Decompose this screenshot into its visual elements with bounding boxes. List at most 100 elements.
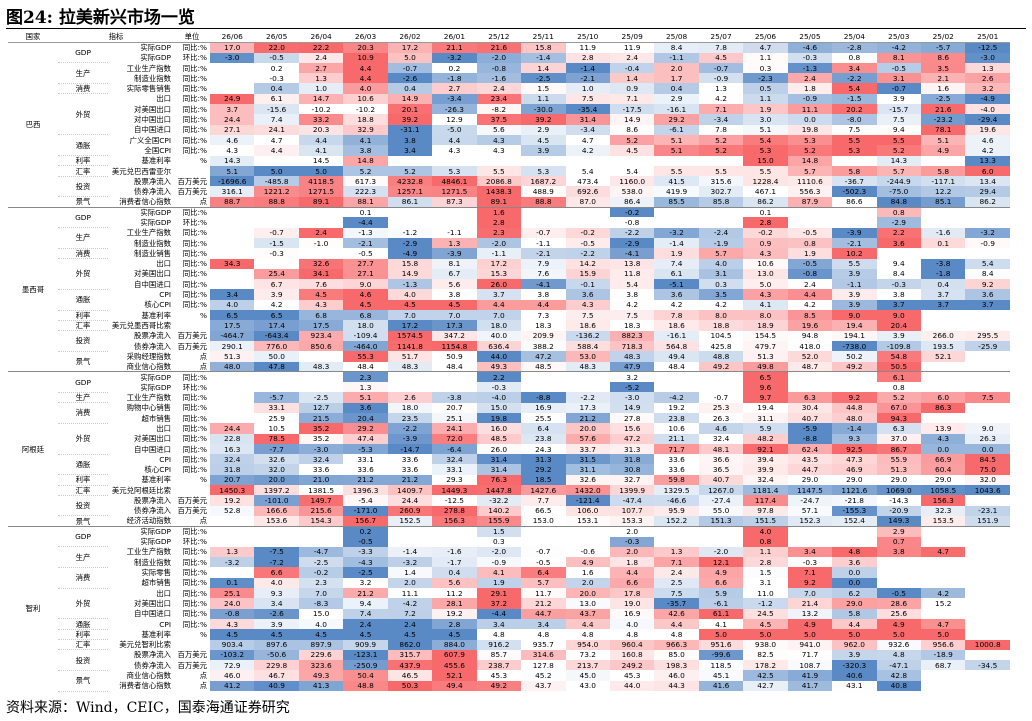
value-cell: 2.8 xyxy=(743,557,788,568)
value-cell: 33.6 xyxy=(387,464,433,475)
category-cell: 投资 xyxy=(58,176,108,198)
value-cell: 31.4 xyxy=(476,454,522,465)
value-cell: 16.9 xyxy=(609,608,655,619)
value-cell: -1.6 xyxy=(432,546,477,558)
value-cell: -35.4 xyxy=(565,104,610,115)
value-cell: 153.6 xyxy=(254,515,299,527)
value-cell: 46.0 xyxy=(210,670,255,681)
value-cell: 21.2 xyxy=(521,598,566,609)
value-cell: 15.8 xyxy=(521,41,566,53)
value-cell: 0.1 xyxy=(921,237,966,249)
value-cell: 49.3 xyxy=(476,361,522,372)
unit-cell: 同比:% xyxy=(182,465,208,475)
value-cell: 3.8 xyxy=(387,134,433,146)
value-cell: 15.8 xyxy=(387,258,433,269)
value-cell xyxy=(921,248,965,258)
value-cell: -2.9 xyxy=(609,237,655,249)
value-cell: -8.3 xyxy=(298,598,344,609)
table-row: 生产 工业生产指数 同比:% 1.3 -7.5 -4.7 -3.3 -1.4 -1.6 -2.0-… xyxy=(8,546,1010,568)
value-cell xyxy=(298,371,344,383)
value-cell: 4.7 xyxy=(254,134,299,146)
value-cell: 86.1 xyxy=(387,196,433,208)
value-cell xyxy=(965,382,1010,392)
category-cell: 生产 xyxy=(58,62,108,84)
value-cell: 33.7 xyxy=(565,443,610,455)
value-cell: 3.9 xyxy=(832,299,877,311)
value-cell: 52.1 xyxy=(921,351,966,362)
value-cell xyxy=(965,248,1010,258)
value-cell: -1.6 xyxy=(476,73,522,84)
value-cell: 40.0 xyxy=(476,330,522,341)
value-cell: 8.4 xyxy=(876,268,922,280)
value-cell: -5.3 xyxy=(343,443,388,455)
value-cell: 21.2 xyxy=(387,474,433,486)
value-cell: 347.2 xyxy=(432,330,477,341)
value-cell: 4.2 xyxy=(565,145,610,156)
value-cell xyxy=(654,371,699,383)
value-cell: 4118.5 xyxy=(298,176,344,187)
value-cell: 20.0 xyxy=(565,588,610,599)
table-row: 核心CPI 同比:% 31.8 32.0 33.6 33.6 33.6 33.1 31.4 29.… xyxy=(8,464,1010,475)
value-cell xyxy=(388,156,432,166)
value-cell: 4.6 xyxy=(698,423,744,434)
value-cell: 5.0 xyxy=(698,629,744,640)
table-row: 外贸 出口 同比:% 24.9 6.1 14.7 10.6 14.9 -3.4 23.4 1.1 7.… xyxy=(8,93,1010,136)
value-cell: 4.4 xyxy=(521,299,566,311)
value-cell: 5.1 xyxy=(654,134,699,146)
table-row: 景气 消费者信心指数点 88.7 88.8 89.1 88.1 86.1 87.3 89.1 88… xyxy=(8,196,1010,208)
unit-cell: 同比:% xyxy=(182,84,208,94)
value-cell: 48.5 xyxy=(476,433,522,444)
value-cell: 862.0 xyxy=(387,639,433,650)
value-cell: -0.5 xyxy=(343,248,388,259)
value-cell: -24.7 xyxy=(787,495,833,506)
unit-cell: 点 xyxy=(199,671,208,681)
value-cell: 3.4 xyxy=(387,145,433,156)
value-cell: 37.5 xyxy=(476,114,522,125)
value-cell: 76.3 xyxy=(476,474,522,486)
unit-cell: 点 xyxy=(199,361,208,371)
unit-cell: 百万美元 xyxy=(177,496,208,505)
indicator-cell: 全国CPI xyxy=(144,145,172,155)
indicator-cell: 自中国进口 xyxy=(134,125,172,135)
value-cell: 94.3 xyxy=(876,412,922,424)
value-cell: 6.0 xyxy=(965,165,1010,177)
value-cell: 941.0 xyxy=(787,639,833,650)
value-cell: 0.8 xyxy=(876,382,922,393)
value-cell: 2.0 xyxy=(654,62,699,74)
value-cell: 5.8 xyxy=(832,608,877,619)
value-cell: 33.6 xyxy=(654,464,699,475)
value-cell xyxy=(566,382,610,392)
value-cell: 48.8 xyxy=(343,680,388,691)
value-cell: -31.1 xyxy=(387,124,433,135)
value-cell: -2.6 xyxy=(387,73,433,84)
value-cell: 4.3 xyxy=(743,248,788,259)
value-cell: 166.6 xyxy=(254,505,299,516)
value-cell: 3.6 xyxy=(343,402,388,413)
value-cell: 1.9 xyxy=(787,248,833,259)
value-cell: -23.1 xyxy=(965,505,1010,516)
table-row: 生产 工业生产指数 同比:% -0.7 2.4 -1.3 -1.2 -1.1 2.3 -0.7 -0… xyxy=(8,227,1010,249)
value-cell: 4.9 xyxy=(787,618,833,630)
value-cell xyxy=(387,206,433,218)
value-cell: -0.8 xyxy=(609,217,655,228)
value-cell: 1257.1 xyxy=(387,186,433,197)
unit-cell: 同比:% xyxy=(182,598,208,608)
value-cell: 75.0 xyxy=(965,464,1010,475)
value-cell: 48.3 xyxy=(609,351,655,362)
value-cell: 8.0 xyxy=(698,310,744,321)
value-cell: 47.2 xyxy=(521,351,566,362)
value-cell: 84.8 xyxy=(876,196,922,208)
indicator-cell: 实际GDP xyxy=(140,382,172,392)
value-cell: 22.8 xyxy=(210,433,255,444)
value-cell: 86.6 xyxy=(832,196,877,208)
value-cell: 3.6 xyxy=(565,289,610,300)
value-cell: 17.4 xyxy=(254,320,299,331)
value-cell: 7.9 xyxy=(521,258,566,269)
value-cell: 1271.5 xyxy=(432,186,477,197)
value-cell: 12.1 xyxy=(698,557,744,568)
value-cell: 25.6 xyxy=(876,608,922,619)
value-cell: -0.7 xyxy=(521,546,566,558)
value-cell xyxy=(788,217,832,227)
value-cell: 5.2 xyxy=(787,145,833,156)
value-cell: -0.3 xyxy=(254,73,299,84)
